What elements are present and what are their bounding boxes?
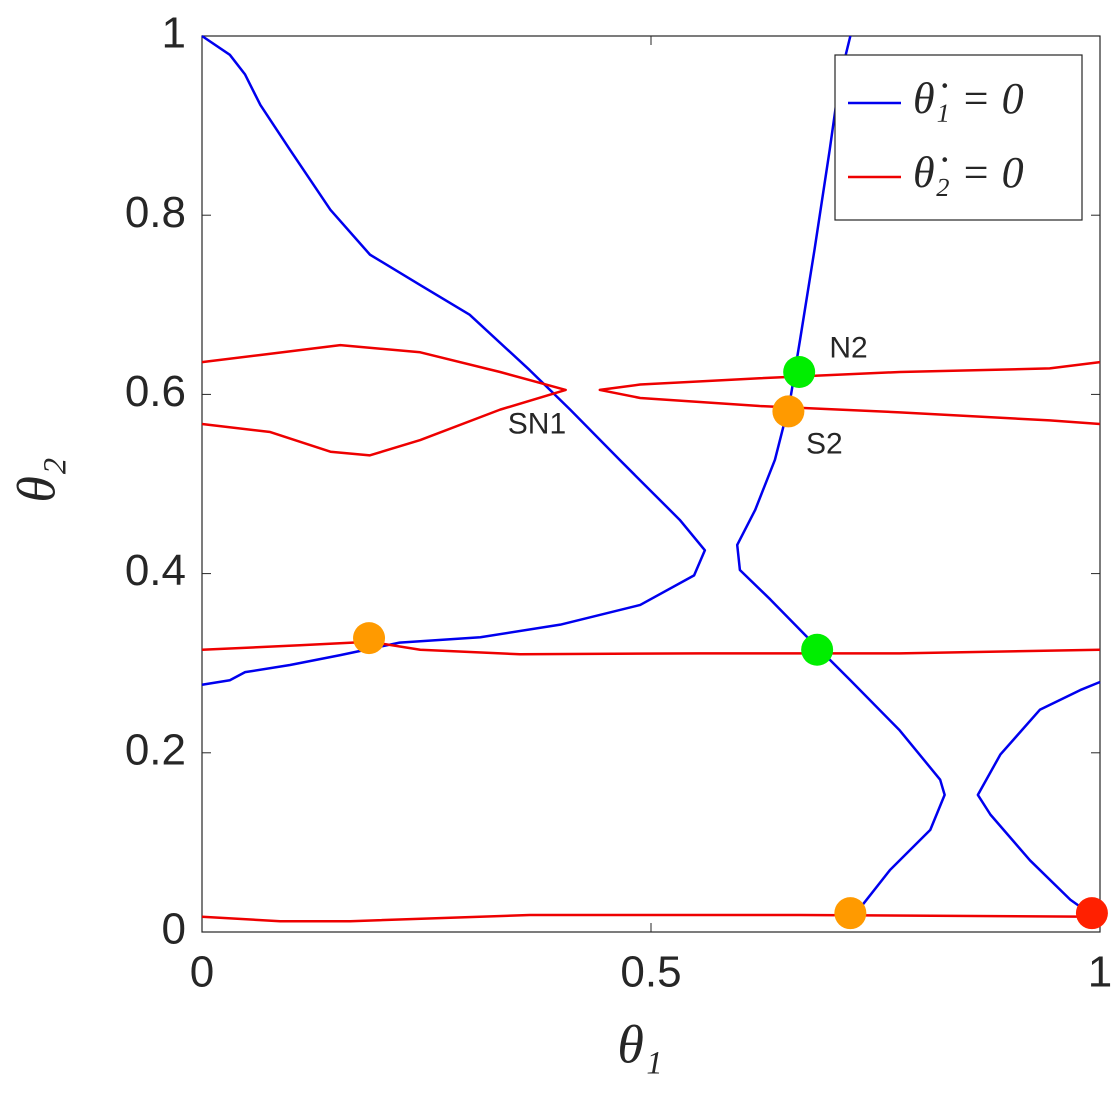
y-tick-label: 0.6	[125, 367, 186, 416]
y-axis-label: θ₂	[6, 457, 66, 502]
y-tick-label: 0.4	[125, 546, 186, 595]
y-tick-label: 0	[162, 905, 186, 954]
legend-label: θ̇₁ = 0	[913, 74, 1024, 123]
annotation: N2	[829, 332, 867, 365]
fixed-point	[772, 395, 805, 428]
x-tick-label: 1	[1088, 948, 1112, 997]
nullcline	[201, 343, 1101, 923]
nullcline	[201, 34, 1101, 916]
x-tick-label: 0.5	[620, 948, 681, 997]
y-tick-label: 0.8	[125, 188, 186, 237]
fixed-point	[1075, 897, 1108, 930]
y-tick-label: 1	[162, 9, 186, 58]
annotation: S2	[806, 427, 843, 460]
legend-box	[834, 54, 1083, 221]
x-axis-label: θ₁	[617, 1014, 662, 1074]
legend-label: θ̇₂ = 0	[913, 148, 1024, 197]
x-tick-label: 0	[190, 948, 214, 997]
fixed-point	[783, 356, 816, 388]
fixed-point	[834, 897, 867, 930]
fixed-point	[353, 622, 386, 655]
annotation: SN1	[508, 408, 566, 441]
fixed-point	[801, 633, 834, 666]
y-tick-label: 0.2	[125, 725, 186, 774]
